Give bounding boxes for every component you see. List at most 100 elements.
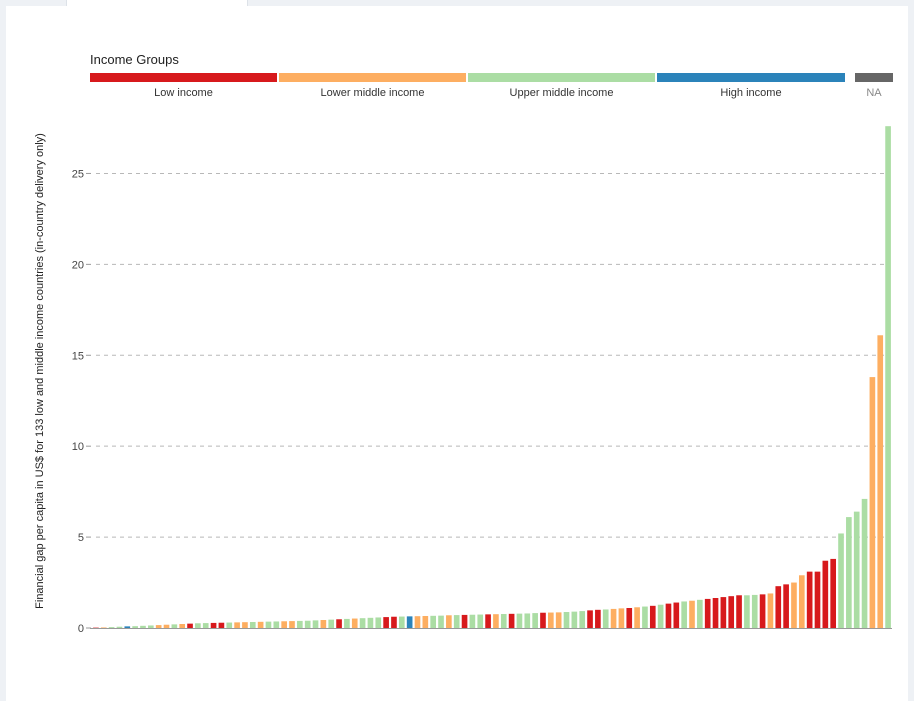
bar[interactable] [610, 608, 617, 628]
bar[interactable] [328, 619, 335, 628]
bar[interactable] [234, 622, 240, 628]
bar[interactable] [218, 622, 225, 628]
bar[interactable] [336, 619, 342, 628]
bar[interactable] [571, 611, 578, 628]
legend-bar-low-income[interactable] [90, 73, 277, 82]
bar[interactable] [548, 612, 554, 628]
bar[interactable] [885, 126, 891, 628]
active-tab[interactable] [66, 0, 248, 6]
bar[interactable] [846, 517, 852, 628]
bar[interactable] [132, 626, 138, 628]
bar[interactable] [148, 625, 154, 628]
bar[interactable] [320, 620, 327, 628]
bar[interactable] [414, 616, 421, 628]
bar[interactable] [673, 602, 680, 628]
bar[interactable] [814, 571, 821, 628]
bar[interactable] [398, 616, 405, 628]
bar[interactable] [226, 622, 233, 628]
bar[interactable] [430, 615, 436, 628]
bar[interactable] [532, 613, 538, 628]
bar[interactable] [249, 622, 256, 628]
bar[interactable] [469, 614, 476, 628]
bar[interactable] [179, 624, 186, 628]
bar[interactable] [344, 618, 350, 628]
bar[interactable] [202, 623, 209, 628]
bar[interactable] [367, 617, 374, 628]
bar[interactable] [853, 511, 860, 628]
bar[interactable] [704, 598, 711, 628]
bar[interactable] [751, 594, 758, 628]
legend-bar-lower-middle-income[interactable] [279, 73, 466, 82]
bar[interactable] [877, 335, 884, 628]
bar[interactable] [477, 614, 484, 628]
bar[interactable] [775, 586, 782, 628]
bar[interactable] [822, 560, 829, 628]
legend-bar-high-income[interactable] [657, 73, 845, 82]
bar[interactable] [124, 626, 131, 628]
bar[interactable] [806, 571, 813, 628]
bar[interactable] [689, 600, 695, 628]
bar[interactable] [579, 611, 586, 628]
bar[interactable] [869, 377, 876, 628]
bar[interactable] [100, 627, 107, 628]
bar[interactable] [383, 617, 389, 628]
bar[interactable] [783, 584, 789, 628]
legend-bar-na[interactable] [855, 73, 893, 82]
bar[interactable] [642, 606, 648, 628]
bar[interactable] [171, 624, 178, 628]
bar[interactable] [375, 617, 382, 628]
bar[interactable] [422, 616, 429, 628]
bar[interactable] [406, 616, 413, 628]
bar[interactable] [116, 626, 123, 628]
bar[interactable] [391, 616, 397, 628]
bar[interactable] [587, 610, 593, 628]
bar[interactable] [830, 558, 836, 628]
bar[interactable] [555, 612, 562, 628]
bar[interactable] [289, 621, 295, 628]
bar[interactable] [618, 608, 625, 628]
bar[interactable] [257, 621, 264, 628]
bar[interactable] [93, 627, 99, 629]
bar[interactable] [767, 593, 774, 628]
bar[interactable] [665, 603, 672, 628]
bar[interactable] [242, 622, 248, 628]
bar[interactable] [297, 620, 303, 628]
bar[interactable] [155, 625, 162, 628]
bar[interactable] [461, 614, 468, 628]
bar[interactable] [720, 597, 727, 628]
bar[interactable] [485, 614, 491, 628]
bar[interactable] [446, 615, 452, 628]
bar[interactable] [516, 613, 523, 628]
bar[interactable] [210, 622, 217, 628]
legend-bar-upper-middle-income[interactable] [468, 73, 655, 82]
bar[interactable] [563, 612, 570, 628]
bar[interactable] [712, 598, 719, 628]
bar[interactable] [312, 620, 319, 628]
bar[interactable] [163, 624, 170, 628]
bar[interactable] [791, 582, 797, 628]
bar[interactable] [281, 621, 287, 628]
bar[interactable] [626, 608, 633, 628]
bar[interactable] [657, 604, 664, 628]
bar[interactable] [438, 615, 444, 628]
bar[interactable] [500, 614, 507, 628]
bar[interactable] [728, 596, 735, 628]
bar[interactable] [108, 627, 115, 628]
bar[interactable] [861, 498, 868, 628]
bar[interactable] [453, 615, 460, 628]
bar[interactable] [359, 618, 366, 628]
bar[interactable] [493, 614, 499, 628]
bar[interactable] [304, 620, 311, 628]
bar[interactable] [195, 623, 201, 628]
bar[interactable] [595, 609, 601, 628]
bar[interactable] [798, 575, 805, 628]
bar[interactable] [736, 595, 742, 628]
bar[interactable] [524, 613, 531, 628]
bar[interactable] [838, 533, 844, 628]
bar[interactable] [187, 623, 193, 628]
bar[interactable] [697, 599, 703, 628]
bar[interactable] [649, 605, 656, 628]
bar[interactable] [265, 621, 272, 628]
bar[interactable] [540, 612, 546, 628]
bar[interactable] [634, 607, 640, 628]
